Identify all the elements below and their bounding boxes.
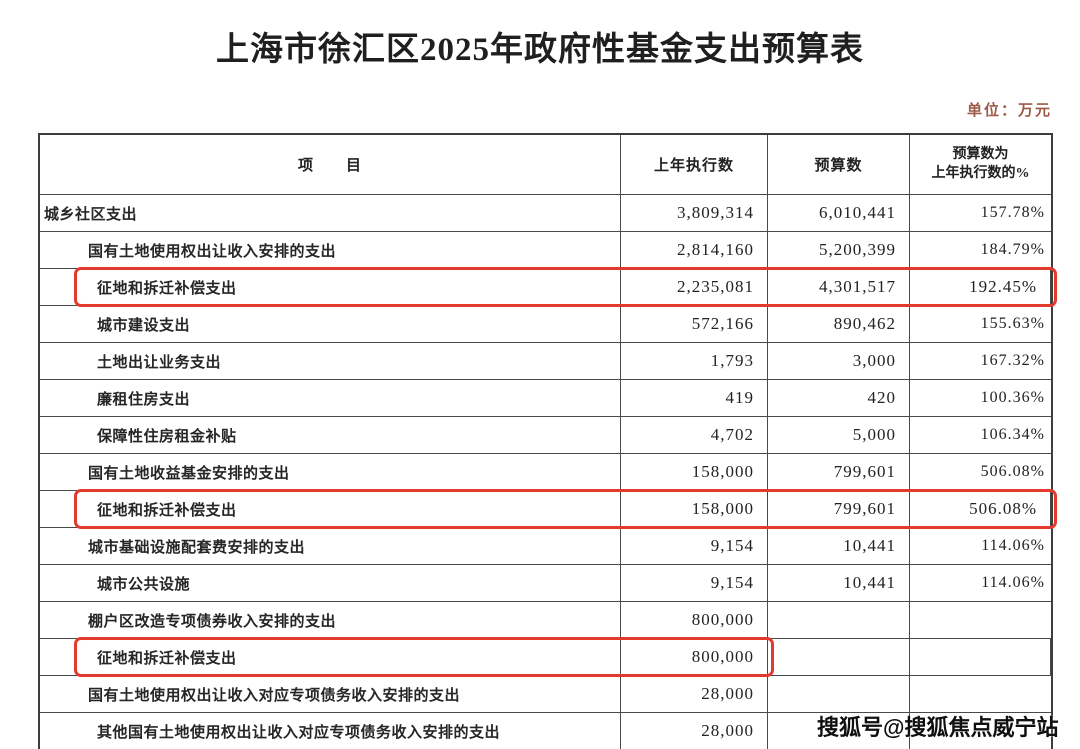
budget-cell: 799,601 [768, 491, 910, 527]
prev-year-cell: 2,814,160 [621, 232, 768, 268]
prev-year-cell: 28,000 [621, 713, 768, 749]
table-row: 国有土地使用权出让收入安排的支出 2,814,160 5,200,399 184.79… [40, 232, 1051, 269]
item-cell: 城市建设支出 [40, 306, 621, 342]
ratio-cell: 167.32% [980, 352, 1045, 369]
item-cell: 国有土地使用权出让收入安排的支出 [40, 232, 621, 268]
table-row: 征地和拆迁补偿支出 800,000 [40, 637, 1051, 677]
prev-year-cell: 4,702 [621, 417, 768, 453]
table-row: 城市建设支出 572,166 890,462 155.63% [40, 306, 1051, 343]
budget-cell: 890,462 [768, 306, 910, 342]
budget-cell: 5,200,399 [768, 232, 910, 268]
table-row: 国有土地收益基金安排的支出 158,000 799,601 506.08% [40, 454, 1051, 491]
ratio-cell: 114.06% [981, 537, 1045, 554]
table-row: 廉租住房支出 419 420 100.36% [40, 380, 1051, 417]
item-cell: 国有土地使用权出让收入对应专项债务收入安排的支出 [40, 676, 621, 712]
prev-year-cell: 572,166 [621, 306, 768, 342]
page-title: 上海市徐汇区2025年政府性基金支出预算表 [216, 32, 864, 68]
prev-year-cell: 3,809,314 [621, 195, 768, 231]
item-cell: 保障性住房租金补贴 [40, 417, 621, 453]
item-cell: 城市公共设施 [40, 565, 621, 601]
prev-year-cell: 1,793 [621, 343, 768, 379]
col-header-ratio-line1: 预算数为 [952, 146, 1009, 162]
ratio-cell: 106.34% [980, 426, 1045, 443]
ratio-cell [910, 602, 1051, 638]
prev-year-cell: 158,000 [621, 454, 768, 490]
budget-cell [768, 713, 910, 749]
prev-year-cell: 419 [621, 380, 768, 416]
prev-year-cell: 800,000 [621, 639, 768, 675]
budget-cell: 4,301,517 [768, 269, 910, 305]
item-cell: 其他国有土地使用权出让收入对应专项债务收入安排的支出 [40, 713, 621, 749]
table-row: 城市公共设施 9,154 10,441 114.06% [40, 565, 1051, 602]
col-header-budget: 预算数 [768, 135, 910, 194]
budget-cell [768, 676, 910, 712]
table-row: 征地和拆迁补偿支出 2,235,081 4,301,517 192.45% [40, 267, 1057, 307]
item-cell: 土地出让业务支出 [40, 343, 621, 379]
budget-cell: 420 [768, 380, 910, 416]
table-row: 国有土地使用权出让收入对应专项债务收入安排的支出 28,000 [40, 676, 1051, 713]
ratio-cell [910, 639, 1051, 675]
ratio-cell: 114.06% [981, 574, 1045, 591]
budget-cell [768, 639, 910, 675]
ratio-cell: 157.78% [980, 204, 1045, 221]
prev-year-cell: 28,000 [621, 676, 768, 712]
table-body: 城乡社区支出 3,809,314 6,010,441 157.78% 国有土地使用权出让… [40, 195, 1057, 749]
budget-cell [768, 602, 910, 638]
table-row: 棚户区改造专项债券收入安排的支出 800,000 [40, 602, 1051, 639]
budget-cell: 10,441 [768, 565, 910, 601]
ratio-cell [910, 676, 1051, 712]
item-cell: 征地和拆迁补偿支出 [40, 491, 621, 527]
ratio-cell: 506.08% [910, 491, 1051, 527]
prev-year-cell: 9,154 [621, 528, 768, 564]
ratio-cell: 192.45% [910, 269, 1051, 305]
item-cell: 城市基础设施配套费安排的支出 [40, 528, 621, 564]
table-row: 其他国有土地使用权出让收入对应专项债务收入安排的支出 28,000 [40, 713, 1051, 749]
prev-year-cell: 800,000 [621, 602, 768, 638]
item-cell: 征地和拆迁补偿支出 [40, 269, 621, 305]
table-row: 土地出让业务支出 1,793 3,000 167.32% [40, 343, 1051, 380]
table-row: 城市基础设施配套费安排的支出 9,154 10,441 114.06% [40, 528, 1051, 565]
ratio-cell: 155.63% [980, 315, 1045, 332]
table-header-row: 项 目 上年执行数 预算数 预算数为 上年执行数的% [40, 135, 1051, 195]
col-header-ratio-line2: 上年执行数的% [931, 165, 1030, 181]
table-row: 征地和拆迁补偿支出 158,000 799,601 506.08% [40, 489, 1057, 529]
prev-year-cell: 2,235,081 [621, 269, 768, 305]
budget-cell: 799,601 [768, 454, 910, 490]
budget-cell: 3,000 [768, 343, 910, 379]
col-header-item: 项 目 [40, 135, 621, 194]
table-row: 保障性住房租金补贴 4,702 5,000 106.34% [40, 417, 1051, 454]
item-cell: 征地和拆迁补偿支出 [40, 639, 621, 675]
table-row: 城乡社区支出 3,809,314 6,010,441 157.78% [40, 195, 1051, 232]
ratio-cell: 506.08% [980, 463, 1045, 480]
budget-table: 项 目 上年执行数 预算数 预算数为 上年执行数的% 城乡社区支出 3,809,3… [38, 133, 1057, 749]
prev-year-cell: 9,154 [621, 565, 768, 601]
budget-cell: 6,010,441 [768, 195, 910, 231]
ratio-cell: 184.79% [980, 241, 1045, 258]
budget-cell: 5,000 [768, 417, 910, 453]
prev-year-cell: 158,000 [621, 491, 768, 527]
watermark: 搜狐号@搜狐焦点威宁站 [817, 715, 1059, 740]
unit-label: 单位：万元 [966, 103, 1052, 119]
item-cell: 国有土地收益基金安排的支出 [40, 454, 621, 490]
item-cell: 城乡社区支出 [40, 195, 621, 231]
budget-cell: 10,441 [768, 528, 910, 564]
ratio-cell: 100.36% [980, 389, 1045, 406]
item-cell: 棚户区改造专项债券收入安排的支出 [40, 602, 621, 638]
item-cell: 廉租住房支出 [40, 380, 621, 416]
col-header-prev-year: 上年执行数 [621, 135, 768, 194]
col-header-ratio: 预算数为 上年执行数的% [910, 135, 1051, 194]
